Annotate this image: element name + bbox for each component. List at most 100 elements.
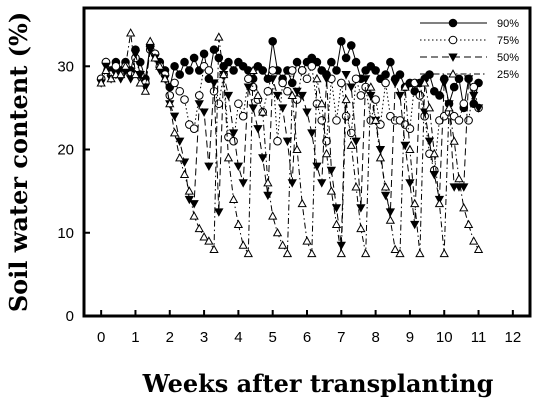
x-tick-label-10: 10 bbox=[436, 329, 453, 346]
series-4-point bbox=[214, 32, 224, 41]
series-2-point bbox=[469, 82, 479, 92]
series-4-point bbox=[454, 173, 464, 183]
series-3-point bbox=[297, 91, 307, 101]
series-4-point bbox=[272, 227, 283, 237]
series-2-point bbox=[464, 116, 473, 125]
series-3-point bbox=[135, 71, 145, 80]
series-3-point bbox=[282, 137, 293, 147]
series-1-point bbox=[346, 41, 356, 50]
series-4-point bbox=[390, 244, 400, 253]
series-1-point bbox=[258, 66, 268, 75]
series-4-point bbox=[165, 98, 175, 108]
x-tick-label-2: 2 bbox=[166, 329, 174, 346]
series-3-point bbox=[326, 166, 337, 176]
series-2-point bbox=[111, 61, 121, 71]
series-3-point bbox=[258, 154, 268, 163]
series-3-point bbox=[356, 204, 366, 213]
series-2-point bbox=[307, 61, 317, 71]
series-2-point bbox=[332, 116, 341, 125]
series-1-point bbox=[224, 57, 233, 67]
series-4-point bbox=[439, 248, 449, 258]
legend-item-4: 25% bbox=[420, 69, 519, 81]
series-4-point bbox=[395, 248, 405, 258]
series-2-point bbox=[170, 78, 179, 88]
series-1-point bbox=[425, 70, 434, 79]
series-4-point bbox=[356, 223, 366, 233]
series-2-point bbox=[278, 78, 287, 88]
series-3-point bbox=[263, 191, 273, 201]
series-3-point bbox=[238, 179, 248, 188]
series-2-point bbox=[263, 86, 273, 96]
legend-item-1: 90% bbox=[420, 18, 519, 30]
series-3-point bbox=[302, 108, 312, 117]
series-2-point bbox=[180, 95, 189, 104]
series-4-point bbox=[169, 128, 180, 137]
series-3-point bbox=[272, 91, 283, 101]
series-4-point bbox=[331, 219, 342, 228]
series-4-point bbox=[410, 198, 420, 208]
series-2-point bbox=[238, 111, 248, 121]
series-4-point bbox=[194, 223, 204, 233]
series-4-point bbox=[459, 202, 469, 212]
series-4-line bbox=[100, 32, 479, 256]
series-2-point bbox=[283, 86, 292, 96]
series-2-point bbox=[204, 66, 214, 75]
legend-item-1-label: 90% bbox=[497, 18, 519, 30]
series-4-point bbox=[282, 248, 293, 258]
series-3-point bbox=[214, 208, 224, 217]
series-4-point bbox=[326, 186, 337, 195]
series-1-point bbox=[180, 57, 189, 67]
x-tick-label-4: 4 bbox=[234, 329, 242, 346]
series-3-point bbox=[312, 162, 322, 171]
series-4-point bbox=[375, 153, 386, 162]
series-3-point bbox=[194, 100, 204, 109]
series-1-point bbox=[337, 36, 346, 46]
series-4-point bbox=[463, 219, 474, 228]
series-4-point bbox=[420, 78, 430, 87]
legend-item-3: 50% bbox=[420, 52, 519, 64]
series-4-point bbox=[218, 69, 229, 79]
series-2-point bbox=[244, 74, 253, 84]
series-4-point bbox=[415, 248, 425, 258]
series-4-point bbox=[361, 248, 371, 258]
series-4-point bbox=[277, 240, 288, 249]
x-tick-label-7: 7 bbox=[337, 329, 345, 346]
legend-item-3-label: 50% bbox=[497, 52, 519, 64]
series-2-point bbox=[229, 136, 238, 146]
x-tick-label-3: 3 bbox=[200, 329, 208, 346]
series-2-point bbox=[381, 78, 390, 88]
series-4-point bbox=[307, 248, 317, 258]
series-3-point bbox=[145, 46, 155, 55]
series-4-point bbox=[268, 211, 278, 220]
legend: 90% 75% 50% 25% bbox=[420, 18, 519, 81]
series-1-point bbox=[332, 66, 341, 75]
series-4-point bbox=[380, 182, 391, 191]
series-2-point bbox=[346, 128, 356, 138]
series-3-point bbox=[395, 91, 405, 101]
series-2-point bbox=[297, 66, 307, 75]
legend-item-2-label: 75% bbox=[497, 35, 519, 47]
series-3-point bbox=[307, 129, 317, 138]
series-4-point bbox=[150, 53, 160, 62]
series-2-point bbox=[351, 74, 361, 84]
series-4-point bbox=[263, 177, 273, 187]
series-4-point bbox=[287, 90, 297, 99]
series-4-point bbox=[160, 73, 170, 83]
series-4-point bbox=[292, 144, 302, 154]
series-3-point bbox=[351, 137, 361, 147]
series-3-point bbox=[223, 91, 234, 101]
y-tick-label-20: 20 bbox=[57, 142, 74, 159]
series-4-point bbox=[321, 148, 332, 158]
series-2-point bbox=[273, 136, 282, 146]
series-2-point bbox=[175, 86, 185, 96]
series-3-point bbox=[380, 191, 391, 201]
series-2-point bbox=[214, 99, 224, 109]
series-4-point bbox=[179, 169, 190, 179]
series-2-point bbox=[287, 66, 297, 75]
series-4-point bbox=[400, 82, 410, 91]
series-4-point bbox=[253, 90, 263, 99]
x-tick-label-12: 12 bbox=[505, 329, 522, 346]
legend-item-4-marker bbox=[448, 69, 458, 78]
series-3-point bbox=[469, 91, 479, 101]
